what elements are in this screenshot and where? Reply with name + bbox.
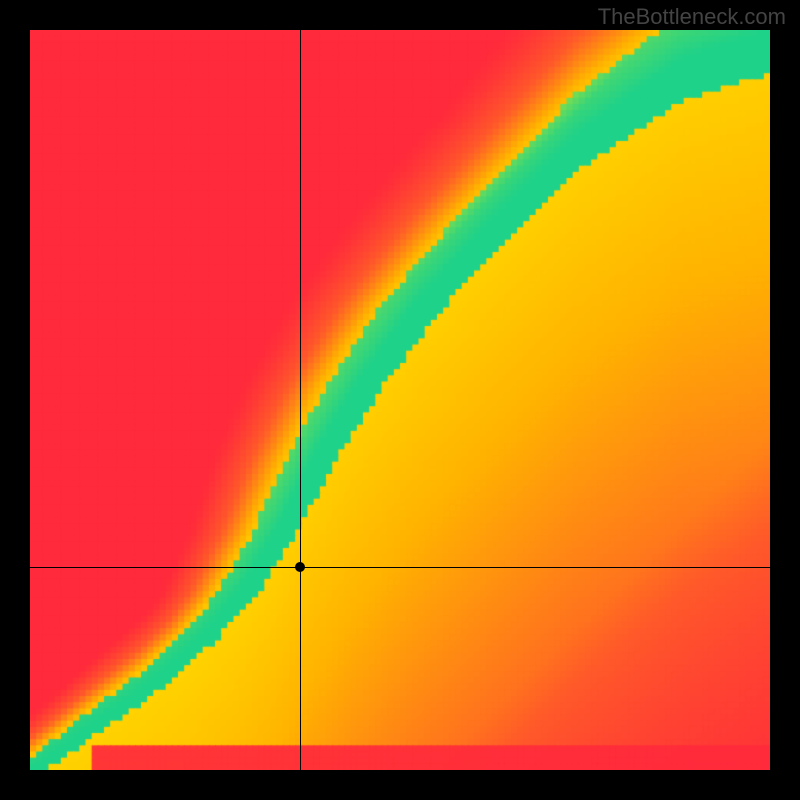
crosshair-horizontal-line (30, 567, 770, 568)
bottleneck-heatmap (30, 30, 770, 770)
attribution-text: TheBottleneck.com (598, 4, 786, 30)
chart-container: TheBottleneck.com (0, 0, 800, 800)
crosshair-marker-dot (295, 562, 305, 572)
crosshair-vertical-line (300, 30, 301, 770)
